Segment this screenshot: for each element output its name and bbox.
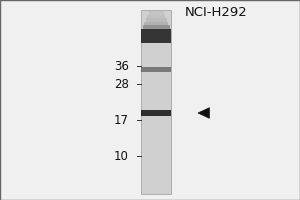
Bar xyxy=(141,110,171,116)
Bar xyxy=(147,15,165,18)
Bar xyxy=(141,10,171,194)
Bar xyxy=(142,25,170,29)
Text: NCI-H292: NCI-H292 xyxy=(184,6,248,19)
Bar xyxy=(146,18,167,22)
Polygon shape xyxy=(198,108,209,118)
Bar xyxy=(144,22,168,25)
Bar xyxy=(141,66,171,72)
Text: 17: 17 xyxy=(114,114,129,127)
Text: 10: 10 xyxy=(114,150,129,162)
Bar xyxy=(148,11,164,15)
Text: 36: 36 xyxy=(114,60,129,72)
Bar xyxy=(141,29,171,43)
Text: 28: 28 xyxy=(114,77,129,90)
